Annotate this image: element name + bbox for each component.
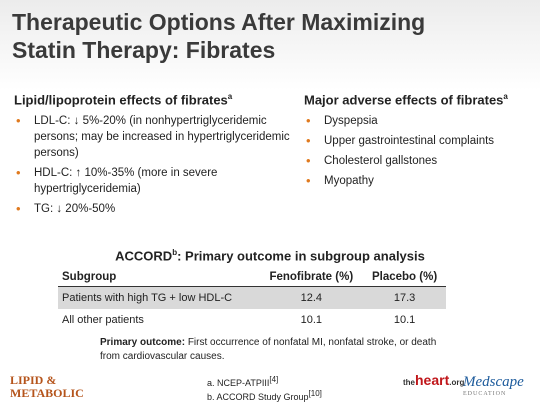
footnote: a. NCEP-ATPIII[4] bbox=[207, 375, 278, 388]
bullet-item: Dyspepsia bbox=[304, 113, 534, 129]
logo-text: heart bbox=[415, 372, 450, 388]
superscript: a bbox=[227, 92, 233, 101]
text: a. NCEP-ATPIII bbox=[207, 378, 270, 388]
superscript: a bbox=[503, 92, 508, 101]
title-line: Therapeutic Options After Maximizing bbox=[12, 9, 426, 35]
cell: 10.1 bbox=[300, 314, 323, 326]
bullet-item: Cholesterol gallstones bbox=[304, 153, 534, 169]
list: Dyspepsia Upper gastrointestinal complain… bbox=[304, 113, 534, 189]
left-column: Lipid/lipoprotein effects of fibratesa L… bbox=[14, 92, 294, 221]
superscript: [10] bbox=[308, 389, 322, 398]
logo-text: the bbox=[403, 378, 415, 387]
logo-text: .org bbox=[449, 378, 465, 387]
cell: 10.1 bbox=[393, 314, 416, 326]
logo-text: Medscape bbox=[463, 374, 524, 390]
superscript: b bbox=[172, 248, 178, 257]
logo: theheart.org bbox=[403, 372, 464, 388]
cell: 17.3 bbox=[363, 286, 446, 309]
heading-text: Major adverse effects of fibrates bbox=[304, 92, 504, 108]
column-header: Placebo (%) bbox=[363, 268, 446, 287]
bullet-item: TG: ↓ 20%-50% bbox=[14, 201, 294, 217]
logo: LIPID & METABOLIC bbox=[10, 374, 84, 400]
table-title: ACCORDb: Primary outcome in subgroup ana… bbox=[0, 248, 540, 263]
bullet-item: HDL-C: ↑ 10%-35% (more in severe hypertr… bbox=[14, 165, 294, 197]
cell: All other patients bbox=[62, 314, 144, 326]
column-header: Subgroup bbox=[58, 268, 260, 287]
text: b. ACCORD Study Group bbox=[207, 392, 309, 402]
logo-text: EDUCATION bbox=[463, 391, 507, 397]
footnote: b. ACCORD Study Group[10] bbox=[207, 389, 322, 402]
note: Primary outcome: First occurrence of non… bbox=[100, 336, 440, 364]
column-header: Fenofibrate (%) bbox=[259, 268, 364, 287]
right-column: Major adverse effects of fibratesa Dyspe… bbox=[304, 92, 534, 193]
title: Therapeutic Options After Maximizing Sta… bbox=[12, 8, 425, 64]
cell: 12.4 bbox=[259, 286, 364, 309]
text: ACCORD bbox=[115, 248, 173, 264]
heading: Lipid/lipoprotein effects of fibratesa bbox=[14, 92, 294, 107]
heading-text: Lipid/lipoprotein effects of fibrates bbox=[14, 92, 228, 108]
superscript: [4] bbox=[269, 375, 279, 384]
logo-text: METABOLIC bbox=[10, 386, 84, 400]
cell: Patients with high TG + low HDL-C bbox=[58, 286, 260, 309]
text: : Primary outcome in subgroup analysis bbox=[177, 248, 425, 264]
bullet-item: LDL-C: ↓ 5%-20% (in nonhypertriglyceride… bbox=[14, 113, 294, 161]
header-row: Subgroup Fenofibrate (%) Placebo (%) bbox=[58, 268, 446, 287]
list: LDL-C: ↓ 5%-20% (in nonhypertriglyceride… bbox=[14, 113, 294, 217]
table-row: Patients with high TG + low HDL-C 12.4 17.… bbox=[58, 286, 446, 309]
note-label: Primary outcome: bbox=[100, 337, 186, 348]
heading: Major adverse effects of fibratesa bbox=[304, 92, 534, 107]
bullet-item: Myopathy bbox=[304, 173, 534, 189]
note-text: First occurrence of nonfatal MI, nonfata… bbox=[100, 337, 437, 362]
table: Subgroup Fenofibrate (%) Placebo (%) Patien… bbox=[58, 268, 446, 331]
title-line: Statin Therapy: Fibrates bbox=[12, 37, 276, 63]
bullet-item: Upper gastrointestinal complaints bbox=[304, 133, 534, 149]
logo: Medscape EDUCATION bbox=[463, 374, 524, 397]
logo-text: LIPID & bbox=[10, 373, 57, 387]
table-row: All other patients 10.1 10.1 bbox=[58, 309, 446, 331]
